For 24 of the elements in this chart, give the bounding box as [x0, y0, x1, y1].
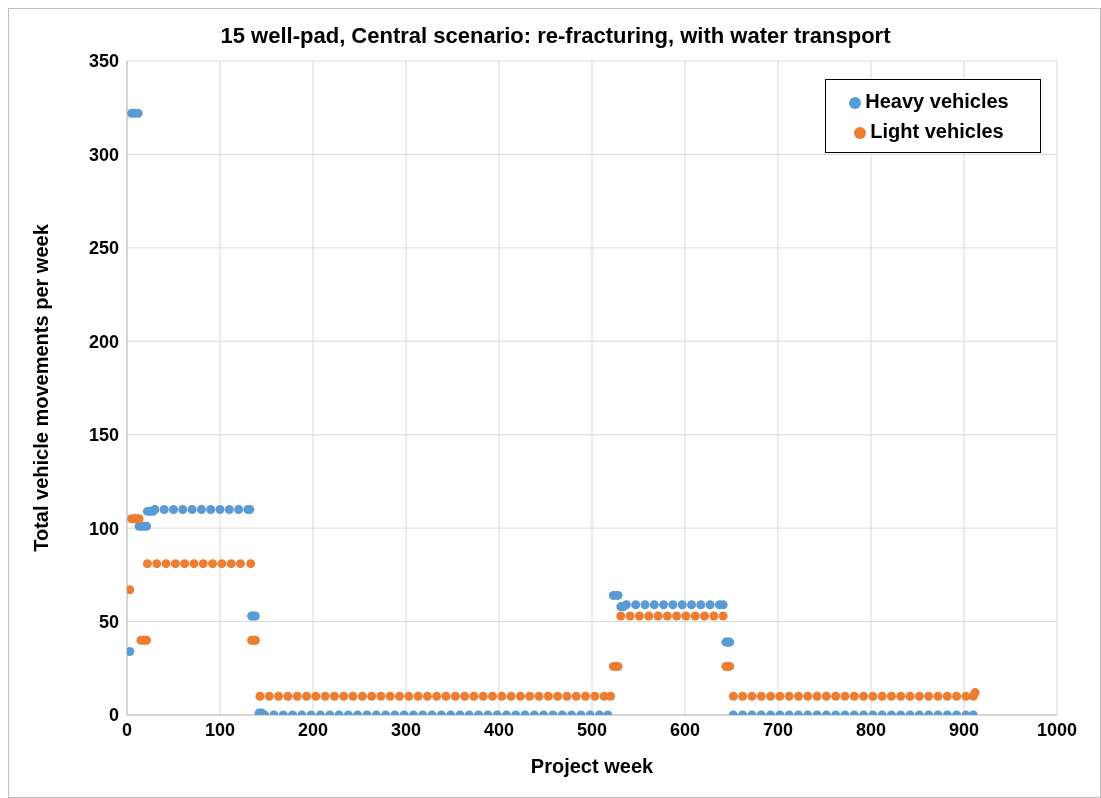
x-tick-label: 600 — [669, 719, 701, 740]
y-tick-label: 250 — [88, 238, 119, 259]
y-tick-label: 200 — [88, 331, 119, 352]
x-tick-label: 100 — [204, 719, 236, 740]
y-tick-label: 150 — [88, 425, 119, 446]
chart-title: 15 well-pad, Central scenario: re-fracturing, with water transport — [219, 23, 892, 49]
y-axis-title: Total vehicle movements per week — [30, 223, 53, 552]
x-tick-label: 500 — [576, 719, 608, 740]
y-tick-label: 100 — [88, 518, 119, 539]
x-axis-title: Project week — [530, 755, 655, 777]
x-tick-label: 700 — [762, 719, 794, 740]
x-tick-label: 1000 — [1036, 719, 1078, 740]
x-tick-label: 400 — [483, 719, 515, 740]
legend-label: Light vehicles — [870, 120, 1004, 142]
legend-label: Heavy vehicles — [865, 90, 1009, 112]
y-tick-label: 300 — [88, 144, 119, 165]
y-tick-label: 50 — [98, 611, 119, 632]
x-tick-label: 800 — [855, 719, 887, 740]
x-tick-label: 900 — [948, 719, 980, 740]
y-tick-label: 0 — [108, 705, 119, 726]
y-tick-label: 350 — [88, 51, 119, 72]
x-tick-label: 300 — [390, 719, 422, 740]
x-tick-label: 0 — [121, 719, 133, 740]
x-tick-label: 200 — [297, 719, 329, 740]
